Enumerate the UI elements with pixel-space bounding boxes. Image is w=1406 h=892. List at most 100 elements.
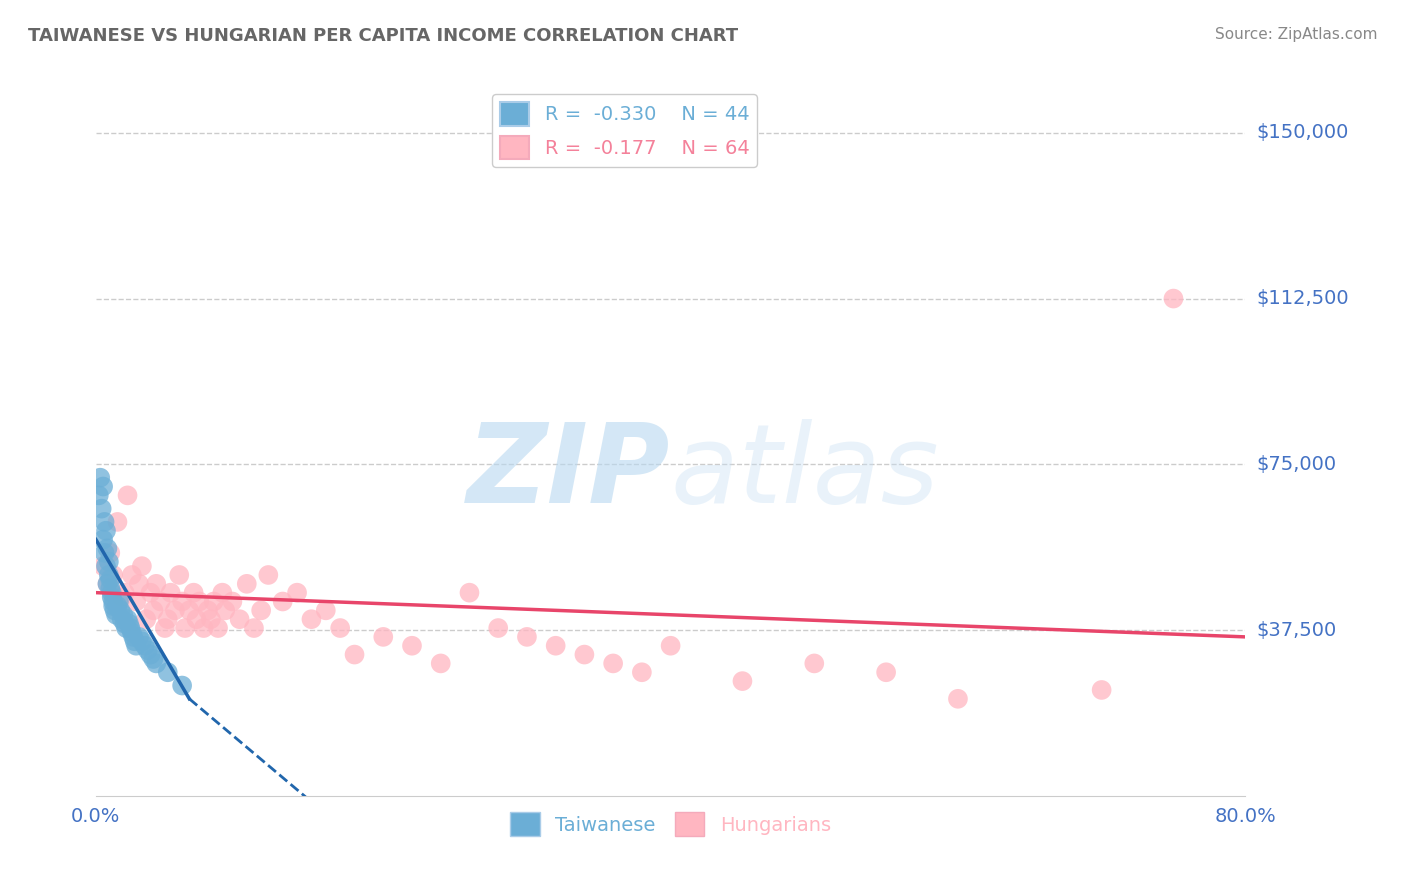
Point [131, 634, 153, 648]
Point [131, 559, 153, 574]
Point [114, 585, 136, 599]
Point [89, 471, 111, 485]
Point [163, 603, 186, 617]
Point [111, 590, 134, 604]
Text: $37,500: $37,500 [1257, 621, 1337, 640]
Point [87, 488, 110, 502]
Point [186, 612, 208, 626]
Point [91, 559, 114, 574]
Point [1163, 292, 1185, 306]
Point [159, 585, 181, 599]
Point [122, 630, 145, 644]
Point [373, 630, 395, 644]
Point [91, 533, 114, 547]
Point [101, 568, 124, 582]
Point [117, 612, 139, 626]
Point [329, 621, 352, 635]
Text: $150,000: $150,000 [1257, 123, 1350, 142]
Point [197, 603, 219, 617]
Point [153, 621, 176, 635]
Point [97, 568, 120, 582]
Point [156, 612, 179, 626]
Point [149, 594, 172, 608]
Point [172, 594, 194, 608]
Point [183, 585, 205, 599]
Point [125, 594, 148, 608]
Point [207, 621, 229, 635]
Point [104, 603, 127, 617]
Point [120, 621, 142, 635]
Point [429, 657, 451, 671]
Point [236, 577, 259, 591]
Point [98, 546, 121, 560]
Point [145, 577, 167, 591]
Point [228, 612, 250, 626]
Point [343, 648, 366, 662]
Point [188, 594, 211, 608]
Point [111, 612, 134, 626]
Point [96, 577, 118, 591]
Point [101, 599, 124, 613]
Point [117, 488, 139, 502]
Point [142, 652, 165, 666]
Point [94, 559, 117, 574]
Point [659, 639, 682, 653]
Point [110, 603, 132, 617]
Point [96, 577, 118, 591]
Point [134, 639, 156, 653]
Point [139, 648, 162, 662]
Point [574, 648, 596, 662]
Point [257, 568, 280, 582]
Point [458, 585, 481, 599]
Point [121, 568, 143, 582]
Point [91, 479, 114, 493]
Text: $112,500: $112,500 [1257, 289, 1350, 308]
Point [301, 612, 323, 626]
Point [202, 594, 225, 608]
Point [93, 546, 115, 560]
Point [156, 665, 179, 680]
Point [94, 524, 117, 538]
Point [114, 616, 136, 631]
Point [90, 501, 112, 516]
Point [98, 581, 121, 595]
Point [97, 555, 120, 569]
Point [139, 585, 162, 599]
Point [115, 621, 138, 635]
Legend: Taiwanese, Hungarians: Taiwanese, Hungarians [502, 805, 838, 844]
Point [167, 568, 190, 582]
Point [875, 665, 897, 680]
Point [105, 607, 128, 622]
Point [193, 621, 215, 635]
Point [271, 594, 294, 608]
Point [124, 634, 146, 648]
Text: ZIP: ZIP [467, 419, 671, 526]
Point [486, 621, 509, 635]
Point [243, 621, 266, 635]
Point [250, 603, 273, 617]
Point [135, 612, 157, 626]
Point [107, 515, 129, 529]
Point [315, 603, 337, 617]
Text: TAIWANESE VS HUNGARIAN PER CAPITA INCOME CORRELATION CHART: TAIWANESE VS HUNGARIAN PER CAPITA INCOME… [28, 27, 738, 45]
Point [221, 594, 243, 608]
Point [211, 585, 233, 599]
Text: atlas: atlas [671, 419, 939, 526]
Point [125, 639, 148, 653]
Point [174, 621, 197, 635]
Point [145, 657, 167, 671]
Point [731, 674, 754, 689]
Point [93, 515, 115, 529]
Point [1091, 682, 1114, 697]
Point [96, 541, 118, 556]
Point [118, 616, 141, 631]
Point [172, 679, 194, 693]
Point [631, 665, 654, 680]
Point [108, 594, 131, 608]
Point [107, 599, 129, 613]
Point [121, 625, 143, 640]
Text: Source: ZipAtlas.com: Source: ZipAtlas.com [1215, 27, 1378, 42]
Point [128, 630, 150, 644]
Point [100, 590, 122, 604]
Point [946, 691, 969, 706]
